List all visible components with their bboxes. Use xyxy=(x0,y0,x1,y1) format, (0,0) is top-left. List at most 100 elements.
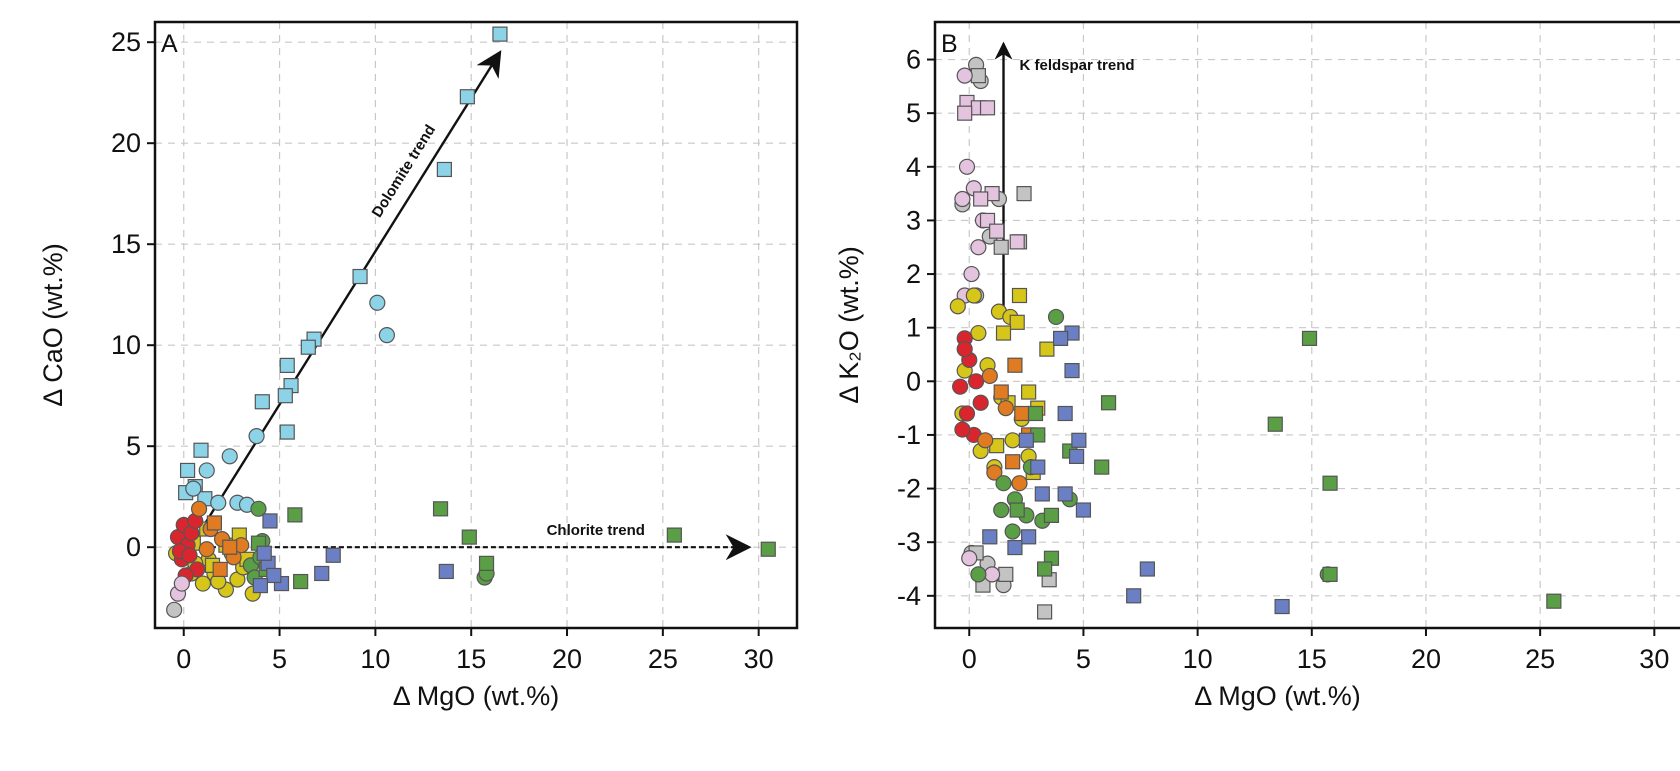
y-axis-title: Δ K₂O (wt.%) xyxy=(834,246,864,404)
data-point-square xyxy=(1546,593,1562,609)
x-tick-label: 15 xyxy=(456,644,486,674)
data-point-circle xyxy=(173,575,190,592)
y-tick-label: 10 xyxy=(111,330,141,360)
data-point-circle xyxy=(221,448,238,465)
data-point-square xyxy=(1052,330,1069,347)
data-point-square xyxy=(314,565,330,582)
data-point-square xyxy=(279,357,295,373)
y-tick-label: 15 xyxy=(111,229,141,259)
data-point-square xyxy=(222,539,238,555)
data-point-circle xyxy=(952,378,969,395)
y-tick-label: -4 xyxy=(897,581,921,611)
data-point-square xyxy=(277,388,293,404)
data-point-square xyxy=(1034,486,1050,502)
data-point-circle xyxy=(968,373,985,390)
trend-label: Chlorite trend xyxy=(547,522,645,539)
data-point-square xyxy=(1037,604,1053,620)
x-tick-label: 15 xyxy=(1297,644,1327,674)
data-point-square xyxy=(1322,475,1338,491)
x-tick-label: 5 xyxy=(1076,644,1091,674)
data-point-square xyxy=(1100,395,1117,411)
data-point-circle xyxy=(963,265,980,283)
y-tick-label: 0 xyxy=(906,366,921,396)
data-point-circle xyxy=(965,287,982,304)
x-tick-label: 5 xyxy=(272,644,287,674)
data-point-square xyxy=(287,507,303,523)
data-point-circle xyxy=(983,566,1001,583)
data-point-square xyxy=(973,191,989,207)
data-point-square xyxy=(279,424,295,440)
data-points xyxy=(166,26,776,618)
data-point-square xyxy=(1005,454,1021,470)
panel-letter: B xyxy=(941,30,958,58)
x-tick-label: 25 xyxy=(1525,644,1555,674)
data-point-square xyxy=(1139,561,1155,577)
data-point-circle xyxy=(961,550,978,567)
data-point-square xyxy=(262,513,278,529)
data-points xyxy=(949,56,1562,620)
data-point-circle xyxy=(954,421,971,438)
data-point-circle xyxy=(956,341,973,358)
data-point-square xyxy=(1043,507,1060,523)
y-tick-label: -3 xyxy=(897,527,921,557)
y-tick-label: 1 xyxy=(906,313,921,343)
data-point-square xyxy=(1021,529,1037,545)
data-point-circle xyxy=(378,327,395,344)
data-point-square xyxy=(266,567,282,584)
data-point-square xyxy=(1039,341,1055,357)
data-point-circle xyxy=(1047,308,1065,326)
data-point-square xyxy=(1016,186,1032,202)
data-point-square xyxy=(293,573,309,590)
trend-label: K feldspar trend xyxy=(1020,57,1135,74)
data-point-square xyxy=(1064,362,1080,379)
data-point-square xyxy=(970,68,986,84)
data-point-square xyxy=(979,100,996,116)
y-tick-label: 4 xyxy=(906,152,921,182)
data-point-circle xyxy=(198,541,215,558)
data-point-square xyxy=(1007,539,1023,556)
data-point-square xyxy=(995,325,1012,341)
data-point-circle xyxy=(210,494,227,511)
data-point-square xyxy=(300,339,316,355)
data-point-square xyxy=(1057,486,1073,502)
data-point-square xyxy=(325,547,341,563)
data-point-square xyxy=(1057,405,1073,422)
panel-b: 0 5 10 15 20 25 30 -4 -3 -2 -1 0 1 2 3 4 5 6 Δ MgO (wt.%) Δ… xyxy=(834,20,1680,711)
y-tick-label: 5 xyxy=(906,98,921,128)
y-tick-label: 2 xyxy=(906,259,921,289)
data-point-square xyxy=(1322,566,1338,582)
data-point-square xyxy=(1009,502,1025,518)
data-point-square xyxy=(1027,405,1044,422)
data-point-square xyxy=(1071,432,1087,448)
data-point-square xyxy=(1094,459,1110,475)
x-tick-label: 20 xyxy=(1411,644,1441,674)
data-point-square xyxy=(1018,432,1034,448)
data-point-square xyxy=(1126,588,1142,604)
data-point-circle xyxy=(1004,432,1021,449)
data-point-circle xyxy=(185,480,202,497)
data-point-square xyxy=(1037,561,1053,577)
panel-letter: A xyxy=(161,30,178,58)
data-point-square xyxy=(957,105,973,121)
data-point-square xyxy=(989,223,1005,239)
data-point-circle xyxy=(995,475,1012,492)
data-point-square xyxy=(212,561,228,578)
data-point-square xyxy=(1068,448,1085,464)
data-point-circle xyxy=(970,239,987,256)
data-point-square xyxy=(256,545,272,561)
data-point-square xyxy=(193,442,209,458)
data-point-square xyxy=(206,515,223,531)
data-point-square xyxy=(993,239,1009,255)
y-tick-label: -1 xyxy=(897,420,921,450)
x-tick-label: 10 xyxy=(360,644,390,674)
data-point-square xyxy=(1021,384,1037,400)
data-point-square xyxy=(1009,314,1025,330)
x-tick-label: 30 xyxy=(1639,644,1669,674)
plot-frame xyxy=(933,20,1680,630)
data-point-square xyxy=(459,89,475,105)
data-point-circle xyxy=(981,367,998,385)
data-point-square xyxy=(436,161,452,178)
data-point-circle xyxy=(1004,523,1021,540)
